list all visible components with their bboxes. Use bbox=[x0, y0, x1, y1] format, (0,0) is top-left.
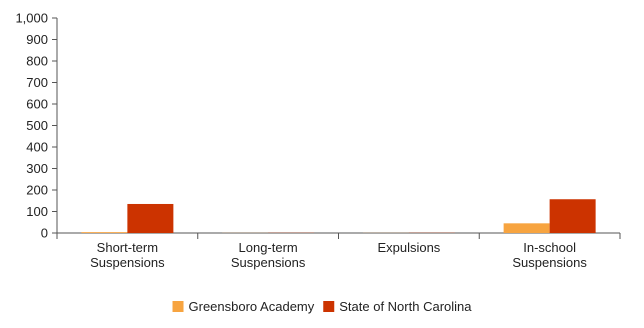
legend-swatch bbox=[173, 301, 184, 312]
y-axis: 0 100 200 300 400 500 600 700 800 900 1,000 bbox=[15, 11, 57, 241]
bar bbox=[81, 232, 127, 233]
y-tick-label: 300 bbox=[26, 161, 48, 176]
y-tick-label: 800 bbox=[26, 54, 48, 69]
bar bbox=[550, 199, 596, 233]
bar bbox=[127, 204, 173, 233]
y-tick-label: 700 bbox=[26, 75, 48, 90]
x-tick-label: Expulsions bbox=[377, 240, 440, 255]
legend: Greensboro Academy State of North Carolin… bbox=[173, 299, 473, 314]
legend-item: State of North Carolina bbox=[323, 299, 472, 314]
y-tick-label: 900 bbox=[26, 32, 48, 47]
y-tick-label: 500 bbox=[26, 118, 48, 133]
y-tick-label: 200 bbox=[26, 183, 48, 198]
legend-swatch bbox=[323, 301, 334, 312]
bar-series-group bbox=[81, 199, 595, 233]
legend-label: Greensboro Academy bbox=[189, 299, 315, 314]
legend-item: Greensboro Academy bbox=[173, 299, 315, 314]
y-tick-label: 600 bbox=[26, 97, 48, 112]
bar bbox=[504, 223, 550, 233]
y-tick-label: 1,000 bbox=[15, 11, 48, 26]
y-tick-label: 0 bbox=[41, 226, 48, 241]
y-tick-label: 100 bbox=[26, 204, 48, 219]
y-tick-label: 400 bbox=[26, 140, 48, 155]
legend-label: State of North Carolina bbox=[339, 299, 472, 314]
